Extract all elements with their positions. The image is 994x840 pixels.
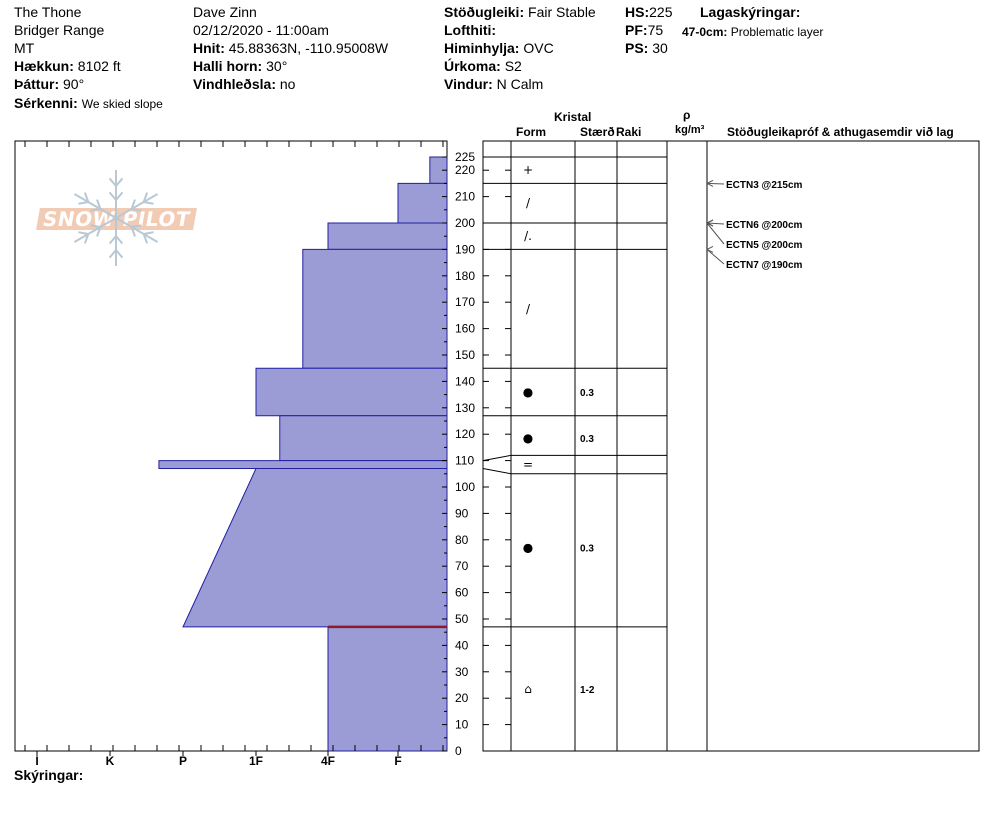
depth-label-80: 80 bbox=[455, 533, 469, 547]
state: MT bbox=[14, 40, 35, 56]
depth-label-110: 110 bbox=[455, 454, 474, 468]
depth-label-100: 100 bbox=[455, 480, 475, 494]
depth-label-150: 150 bbox=[455, 348, 475, 362]
test-pointer-3 bbox=[706, 249, 725, 265]
depth-label-40: 40 bbox=[455, 638, 469, 652]
grain-form-symbol-4: ● bbox=[523, 385, 533, 399]
wind: Vindur: N Calm bbox=[444, 76, 544, 92]
stability-test-0: ECTN3 @215cm bbox=[726, 180, 803, 191]
test-arrow-3 bbox=[705, 245, 714, 253]
hardness-layer-7 bbox=[182, 468, 448, 628]
hardness-label-1F: 1F bbox=[249, 754, 263, 768]
layer-table-frame bbox=[482, 140, 980, 752]
ps: PS: 30 bbox=[625, 40, 668, 56]
hardness-layer-5 bbox=[279, 415, 448, 462]
grain-size-4: 0.3 bbox=[580, 388, 594, 399]
grain-form-symbol-5: ● bbox=[523, 431, 533, 445]
grain-size-5: 0.3 bbox=[580, 434, 594, 445]
depth-label-170: 170 bbox=[455, 295, 475, 309]
location: The Thone bbox=[14, 4, 82, 20]
hardness-label-4F: 4F bbox=[321, 754, 335, 768]
layer-connector-7 bbox=[482, 468, 512, 475]
hardness-label-K: K bbox=[106, 754, 115, 768]
depth-label-90: 90 bbox=[455, 506, 469, 520]
depth-label-120: 120 bbox=[455, 427, 475, 441]
air-temp: Lofthiti: bbox=[444, 22, 497, 38]
form-header: Form bbox=[516, 125, 546, 139]
test-pointer-2 bbox=[706, 222, 725, 245]
grain-form-symbol-1: / bbox=[526, 196, 531, 210]
stability-test-1: ECTN6 @200cm bbox=[726, 220, 803, 231]
range: Bridger Range bbox=[14, 22, 105, 38]
grain-form-symbol-8: ⌂ bbox=[524, 682, 532, 696]
test-arrow-0 bbox=[705, 179, 714, 187]
wind-loading: Vindhleðsla: no bbox=[193, 76, 296, 92]
precipitation: Úrkoma: S2 bbox=[444, 58, 522, 74]
depth-label-220: 220 bbox=[455, 163, 475, 177]
moisture-header: Raki bbox=[616, 125, 642, 139]
depth-label-160: 160 bbox=[455, 322, 475, 336]
aspect: Þáttur: 90° bbox=[14, 76, 85, 92]
grain-form-symbol-3: / bbox=[526, 302, 531, 316]
grain-form-symbol-6: = bbox=[523, 458, 533, 472]
layer-notes-label: Lagaskýringar: bbox=[700, 4, 801, 20]
hardness-layer-1 bbox=[397, 182, 448, 224]
hardness-layer-2 bbox=[327, 222, 448, 250]
kristal-header: Kristal bbox=[554, 110, 592, 124]
rho-header: ρ bbox=[683, 108, 691, 122]
features: Sérkenni: We skied slope bbox=[14, 95, 163, 111]
snowflake-icon bbox=[73, 170, 159, 266]
depth-label-140: 140 bbox=[455, 374, 475, 388]
sky-cover: Himinhylja: OVC bbox=[444, 40, 554, 56]
hardness-layer-6 bbox=[158, 460, 448, 470]
pf: PF:75 bbox=[625, 22, 664, 38]
depth-label-10: 10 bbox=[455, 718, 469, 732]
test-arrow-2 bbox=[705, 219, 714, 227]
slope: Halli horn: 30° bbox=[193, 58, 288, 74]
test-pointer-0 bbox=[706, 182, 725, 185]
grain-form-symbol-0: + bbox=[523, 163, 533, 177]
grain-size-8: 1-2 bbox=[580, 685, 595, 696]
stability: Stöðugleiki: Fair Stable bbox=[444, 4, 596, 20]
depth-label-70: 70 bbox=[455, 559, 469, 573]
coords: Hnit: 45.88363N, -110.95008W bbox=[193, 40, 389, 56]
depth-label-20: 20 bbox=[455, 691, 469, 705]
stability-test-3: ECTN7 @190cm bbox=[726, 260, 803, 271]
grain-form-symbol-2: /. bbox=[524, 229, 532, 243]
hardness-layer-3 bbox=[302, 248, 448, 369]
layer-connector-6 bbox=[482, 454, 512, 462]
hardness-label-P: P bbox=[179, 754, 187, 768]
depth-label-200: 200 bbox=[455, 216, 475, 230]
grain-form-symbol-7: ● bbox=[523, 541, 533, 555]
elevation: Hækkun: 8102 ft bbox=[14, 58, 121, 74]
stability-test-2: ECTN5 @200cm bbox=[726, 240, 803, 251]
hs: HS:225 bbox=[625, 4, 673, 20]
depth-label-0: 0 bbox=[455, 744, 462, 758]
depth-label-210: 210 bbox=[455, 190, 475, 204]
depth-label-50: 50 bbox=[455, 612, 469, 626]
grain-size-7: 0.3 bbox=[580, 544, 594, 555]
depth-label-180: 180 bbox=[455, 269, 475, 283]
density-unit-header: kg/m³ bbox=[675, 124, 705, 136]
depth-label-60: 60 bbox=[455, 586, 469, 600]
test-pointer-1 bbox=[706, 222, 725, 225]
datetime: 02/12/2020 - 11:00am bbox=[193, 22, 329, 38]
depth-label-190: 190 bbox=[455, 242, 475, 256]
depth-label-130: 130 bbox=[455, 401, 475, 415]
size-header: Stærð bbox=[580, 125, 615, 139]
hardness-layer-4 bbox=[255, 367, 448, 417]
hardness-layer-8 bbox=[327, 626, 448, 752]
depth-label-30: 30 bbox=[455, 665, 469, 679]
depth-label-225: 225 bbox=[455, 150, 475, 164]
tests-header: Stöðugleikapróf & athugasemdir við lag bbox=[727, 125, 954, 139]
hardness-label-F: F bbox=[394, 754, 401, 768]
hardness-label-I: I bbox=[35, 754, 38, 768]
legend-label: Skýringar: bbox=[14, 767, 84, 783]
observer: Dave Zinn bbox=[193, 4, 257, 20]
layer-note: 47-0cm: Problematic layer bbox=[682, 25, 824, 39]
